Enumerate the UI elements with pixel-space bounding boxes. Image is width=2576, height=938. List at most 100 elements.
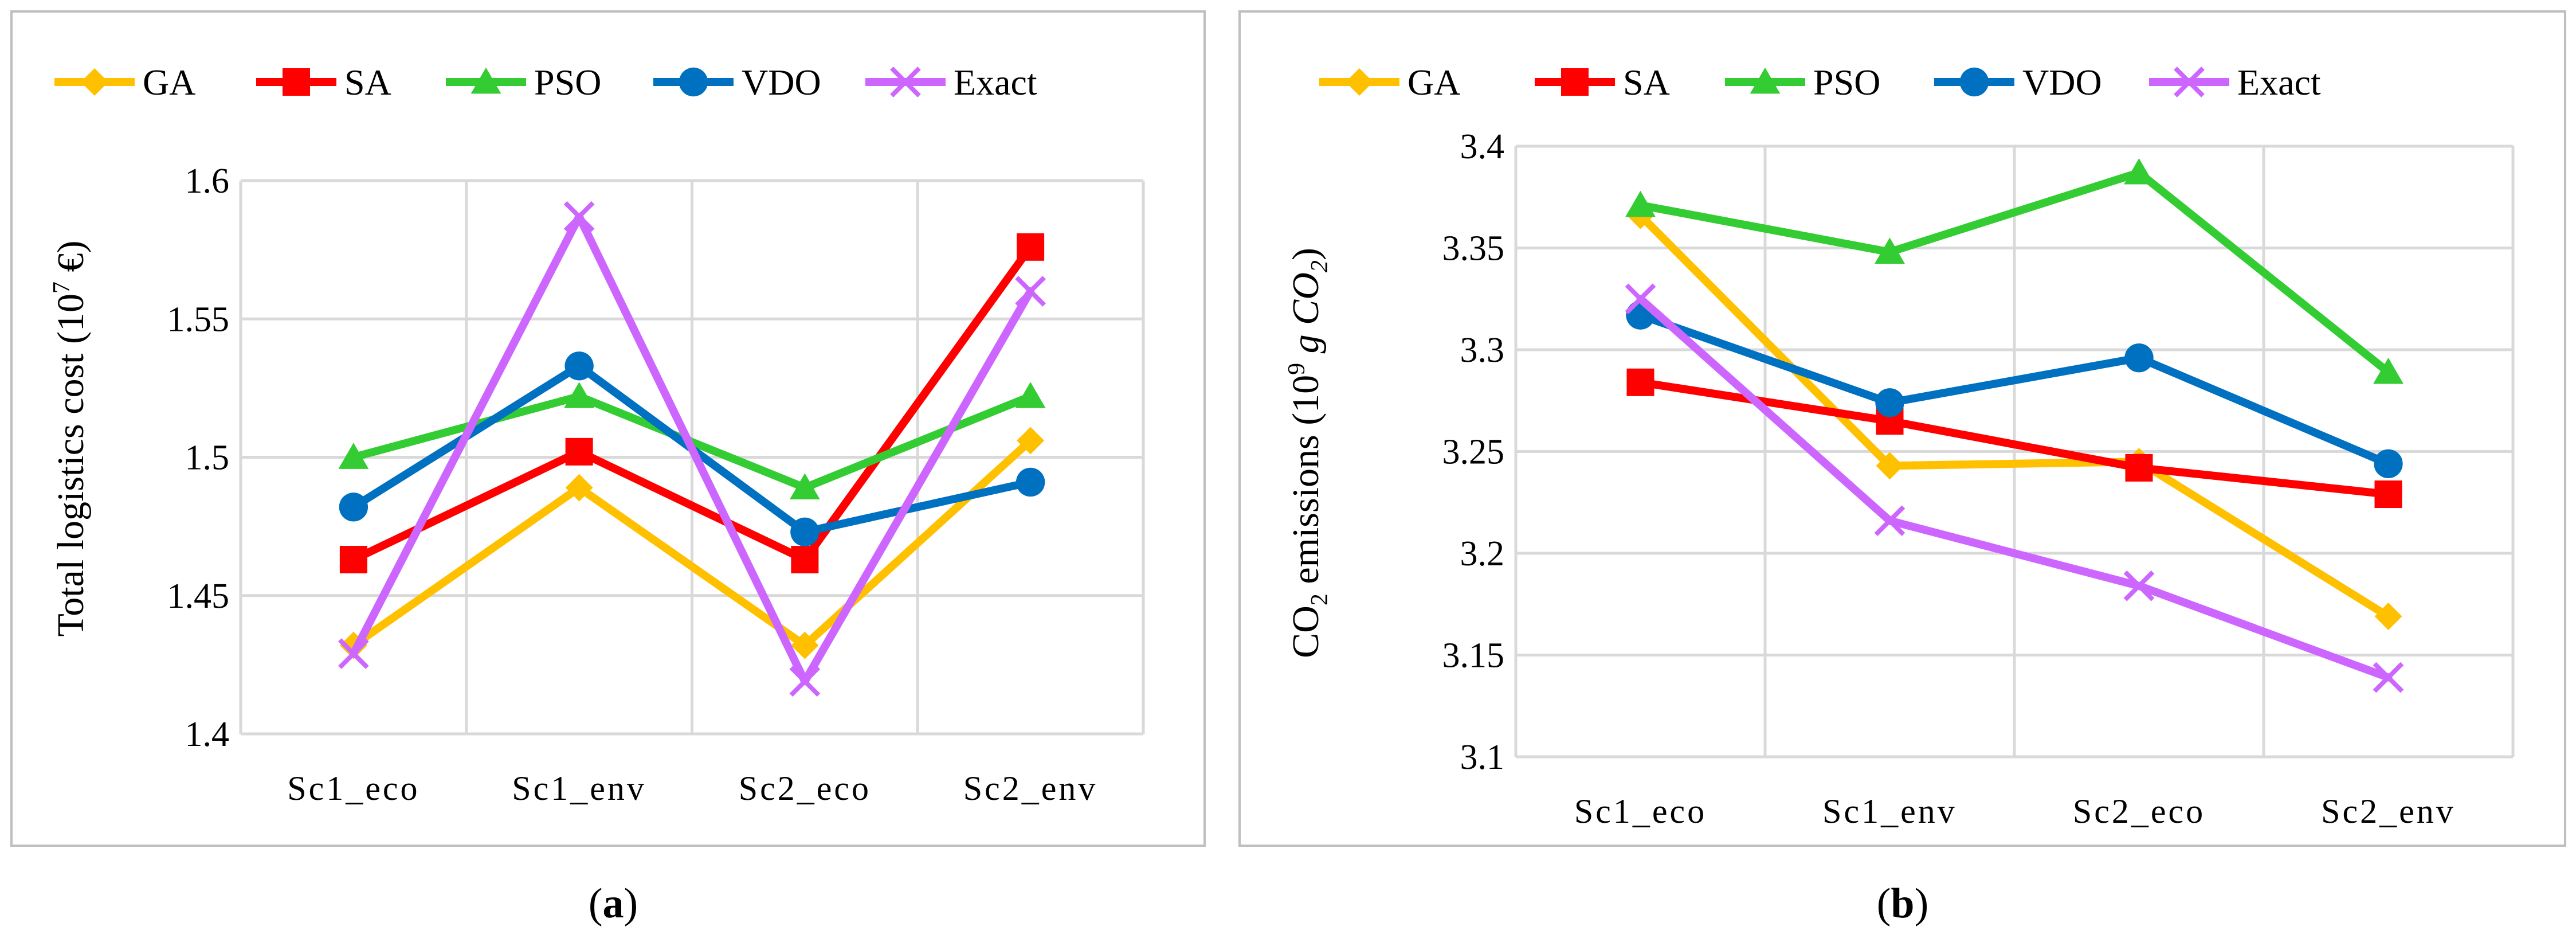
chart-b-legend-marker [1750, 67, 1781, 94]
chart-a-exact-line [349, 212, 1035, 686]
chart-b-legend-label: GA [1407, 62, 1460, 103]
chart-a-y-tick-label: 1.4 [185, 715, 230, 754]
chart-a-caption-open: ( [589, 880, 603, 927]
chart-panel-b: 3.13.153.23.253.33.353.4 Sc1_eco Sc1_env S… [1238, 10, 2566, 927]
chart-a-legend-marker [679, 67, 708, 97]
chart-a-ga-line [349, 436, 1035, 650]
chart-b-legend-marker [1959, 67, 1989, 97]
chart-b-sa-line [1636, 378, 2393, 499]
chart-b-caption-letter: b [1891, 880, 1914, 927]
chart-b-y-label-unit: g CO [1285, 272, 1327, 363]
chart-a-vdo-point [564, 351, 594, 381]
chart-b-y-label-sup: 9 [1284, 363, 1310, 375]
chart-a-y-tick-label: 1.5 [185, 439, 230, 478]
chart-b-x-category-label: Sc1_env [1822, 792, 1957, 830]
chart-a-legend-label: SA [344, 62, 391, 103]
chart-a-legend-marker [81, 68, 108, 96]
chart-a-pso-point [564, 382, 595, 408]
chart-a-caption-letter: a [603, 880, 624, 927]
chart-a-gridlines [239, 179, 1145, 736]
chart-b-x-category-label: Sc2_eco [2073, 792, 2205, 830]
chart-b-y-label-mid: emissions (10 [1285, 375, 1327, 593]
chart-a-pso-point [1015, 382, 1046, 408]
chart-b-x-category-label: Sc1_eco [1574, 792, 1707, 830]
chart-b-y-tick-label: 3.3 [1460, 331, 1505, 370]
chart-a-legend-label: GA [143, 62, 195, 103]
chart-b-y-tick-label: 3.35 [1442, 229, 1505, 268]
chart-b-pso-point [2124, 158, 2154, 185]
chart-b-y-label-unit-sub: 2 [1307, 260, 1333, 272]
chart-a-legend-label: PSO [534, 62, 601, 103]
chart-a-legend-label: VDO [742, 62, 821, 103]
chart-b-exact-point [1625, 283, 1656, 315]
chart-a-sa-point [565, 437, 593, 466]
chart-a-legend-pso: PSO [446, 62, 601, 103]
chart-panel-a: 1.41.451.51.551.6 Sc1_eco Sc1_env Sc2_eco S… [10, 10, 1206, 927]
chart-a-legend-sa: SA [256, 62, 391, 103]
chart-b-series-pso [1625, 158, 2404, 384]
chart-b-y-tick-label: 3.2 [1460, 534, 1505, 573]
chart-b-x-category-label: Sc2_env [2321, 792, 2456, 830]
chart-a-y-tick-label: 1.55 [167, 300, 230, 339]
chart-b-legend: GA SA PSO VDO Exact [1319, 62, 2321, 103]
chart-a-vdo-point [1015, 467, 1045, 497]
chart-a-x-category-label: Sc2_eco [739, 769, 871, 807]
chart-b-y-tick-label: 3.4 [1460, 127, 1505, 166]
chart-a-x-category-label: Sc1_eco [287, 769, 419, 807]
chart-a-series-sa [339, 233, 1045, 574]
chart-b-y-tick-label: 3.25 [1442, 433, 1505, 472]
chart-b-series-exact [1625, 283, 2404, 693]
chart-b-sa-point [1626, 368, 1654, 396]
chart-b-legend-label: Exact [2237, 62, 2321, 103]
chart-b-legend-sa: SA [1535, 62, 1670, 103]
chart-b-vdo-point [1875, 388, 1904, 417]
chart-b-legend-exact: Exact [2149, 62, 2321, 103]
chart-b-caption-close: ) [1915, 880, 1929, 927]
chart-a-sa-point [791, 546, 819, 574]
chart-a-y-tick-label: 1.45 [167, 577, 230, 616]
chart-b-y-ticks: 3.1 3.15 3.2 3.25 3.3 3.35 3.4 [1442, 127, 1505, 777]
chart-b-y-label-pre: CO [1285, 605, 1327, 658]
chart-a-exact-point [563, 201, 595, 232]
chart-b-ga-line [1636, 211, 2393, 621]
chart-a-legend-label: Exact [954, 62, 1037, 103]
chart-a-y-label-sup: 7 [49, 282, 75, 294]
chart-b-exact-point [2373, 662, 2404, 693]
chart-b-y-tick-label: 3.1 [1460, 738, 1505, 777]
chart-b-legend-label: SA [1623, 62, 1670, 103]
chart-b-caption: (b) [1877, 880, 1928, 927]
chart-a-vdo-point [339, 493, 368, 522]
chart-b-y-axis-label: CO2 emissions (109 g CO2) [1284, 248, 1333, 658]
chart-b-legend-marker [2174, 67, 2205, 97]
chart-b-exact-point [1874, 505, 1905, 537]
chart-b-vdo-point [2374, 449, 2403, 478]
chart-a-exact-point [1015, 276, 1046, 307]
chart-b-exact-line [1636, 295, 2393, 682]
chart-a-caption: (a) [589, 880, 638, 927]
chart-b-legend-ga: GA [1319, 62, 1460, 103]
chart-b-exact-point [2123, 570, 2155, 601]
chart-a-legend-marker [890, 67, 921, 97]
chart-b-legend-label: VDO [2022, 62, 2102, 103]
chart-a-legend: GA SA PSO VDO Exact [54, 62, 1037, 103]
chart-a-exact-point [789, 666, 821, 697]
chart-b-vdo-point [2124, 343, 2154, 373]
chart-b-y-label-sub: 2 [1307, 593, 1333, 605]
chart-b-series-vdo [1626, 300, 2403, 478]
chart-b-legend-marker [1346, 68, 1373, 96]
chart-a-ga-point [1017, 427, 1045, 455]
chart-a-ga-point [565, 474, 593, 502]
chart-b-pso-point [1875, 237, 1905, 264]
chart-b-legend-marker [1561, 68, 1589, 96]
chart-b-ga-point [2374, 603, 2402, 631]
chart-b-pso-point [1625, 190, 1656, 217]
chart-a-sa-point [1017, 233, 1045, 261]
chart-a-legend-exact: Exact [865, 62, 1037, 103]
chart-a-legend-marker [283, 68, 310, 96]
chart-b-caption-open: ( [1877, 880, 1891, 927]
chart-a-exact-point [338, 638, 369, 669]
chart-b-frame [1238, 10, 2566, 847]
chart-a-legend-marker [470, 67, 501, 94]
chart-b-sa-point [2374, 480, 2402, 509]
